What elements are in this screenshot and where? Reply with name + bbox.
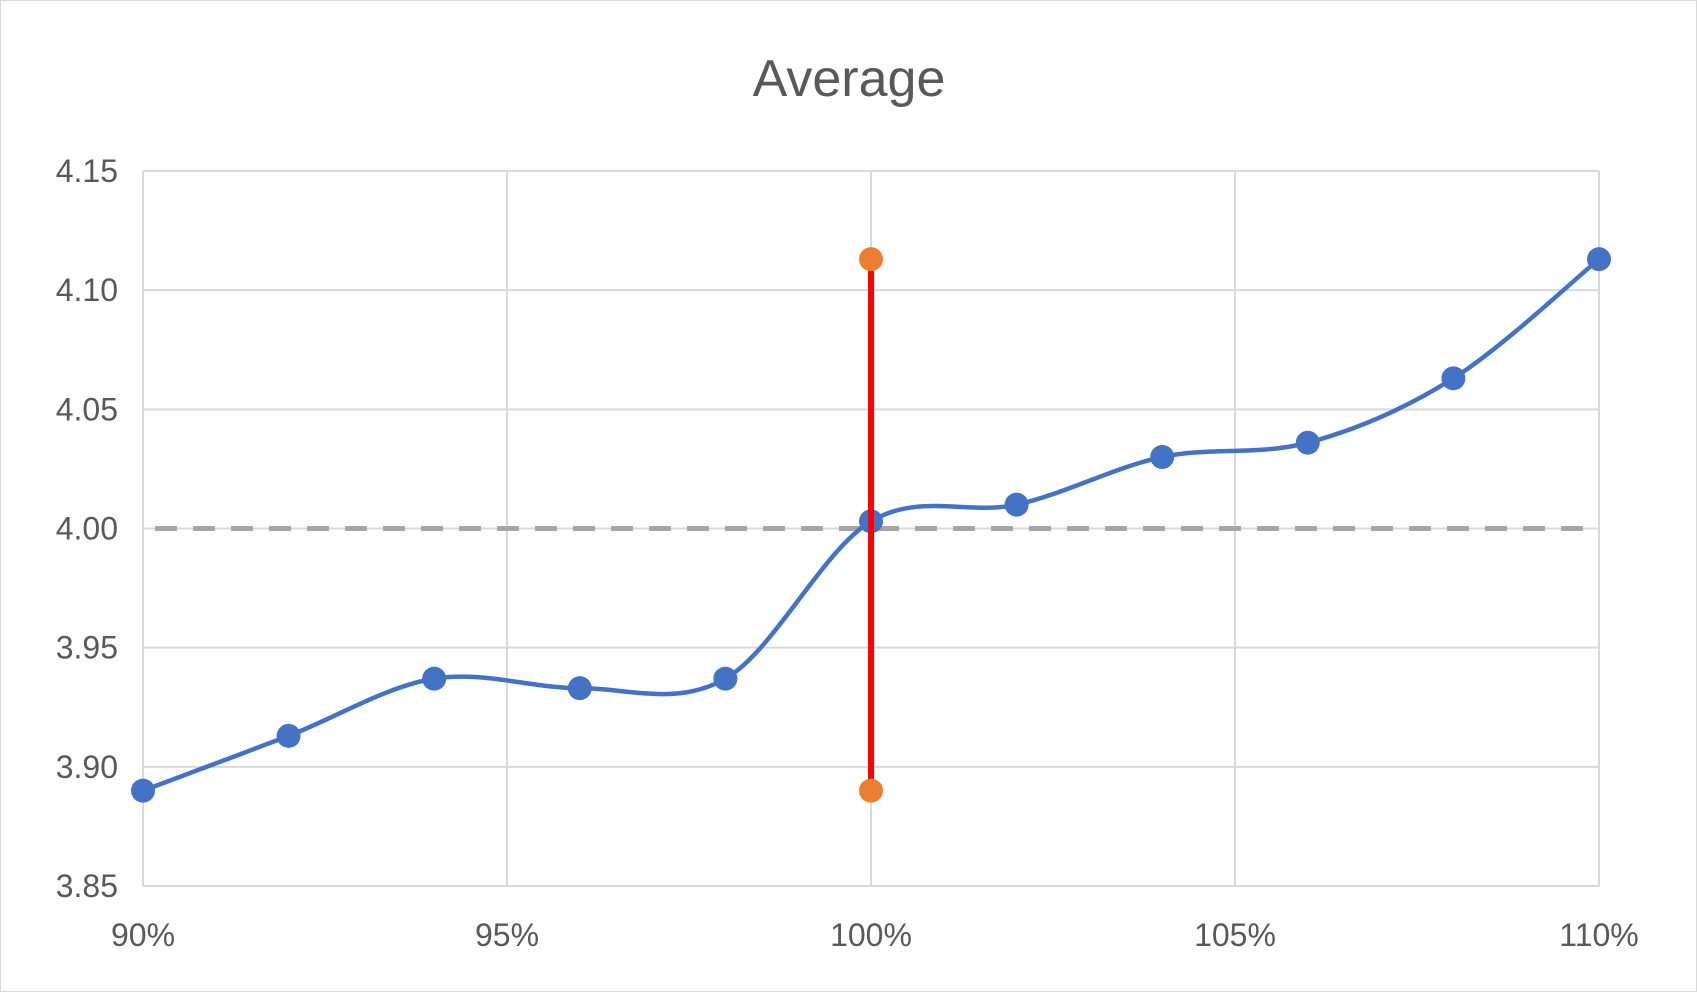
y-tick-label: 4.05: [56, 391, 118, 427]
vertical-range: [859, 247, 883, 803]
range-low-point: [859, 778, 883, 803]
series-point: [713, 666, 738, 691]
y-tick-label: 3.95: [56, 630, 118, 666]
series-point: [1295, 430, 1320, 455]
chart-title: Average: [753, 50, 946, 108]
series-point: [1150, 445, 1175, 469]
x-tick-label: 100%: [830, 917, 912, 953]
range-high-point: [859, 247, 883, 272]
series-point: [567, 676, 592, 701]
x-tick-label: 105%: [1194, 917, 1276, 953]
series-point: [422, 666, 447, 691]
x-tick-label: 90%: [111, 917, 175, 953]
x-tick-label: 110%: [1559, 917, 1638, 953]
series-point: [131, 778, 155, 803]
y-tick-label: 4.00: [56, 511, 118, 547]
y-tick-label: 4.15: [56, 153, 118, 189]
y-tick-label: 4.10: [56, 272, 118, 308]
series-point: [1441, 366, 1466, 391]
series-point: [1004, 492, 1029, 517]
axis-tick-labels: 3.85 3.90 3.95 4.00 4.05 4.10 4.15 90% 95% 100% 10…: [56, 153, 1639, 953]
x-tick-label: 95%: [475, 917, 539, 953]
series-point: [276, 723, 301, 748]
series-point: [1587, 247, 1611, 272]
y-tick-label: 3.90: [56, 749, 118, 785]
y-tick-label: 3.85: [56, 868, 118, 904]
